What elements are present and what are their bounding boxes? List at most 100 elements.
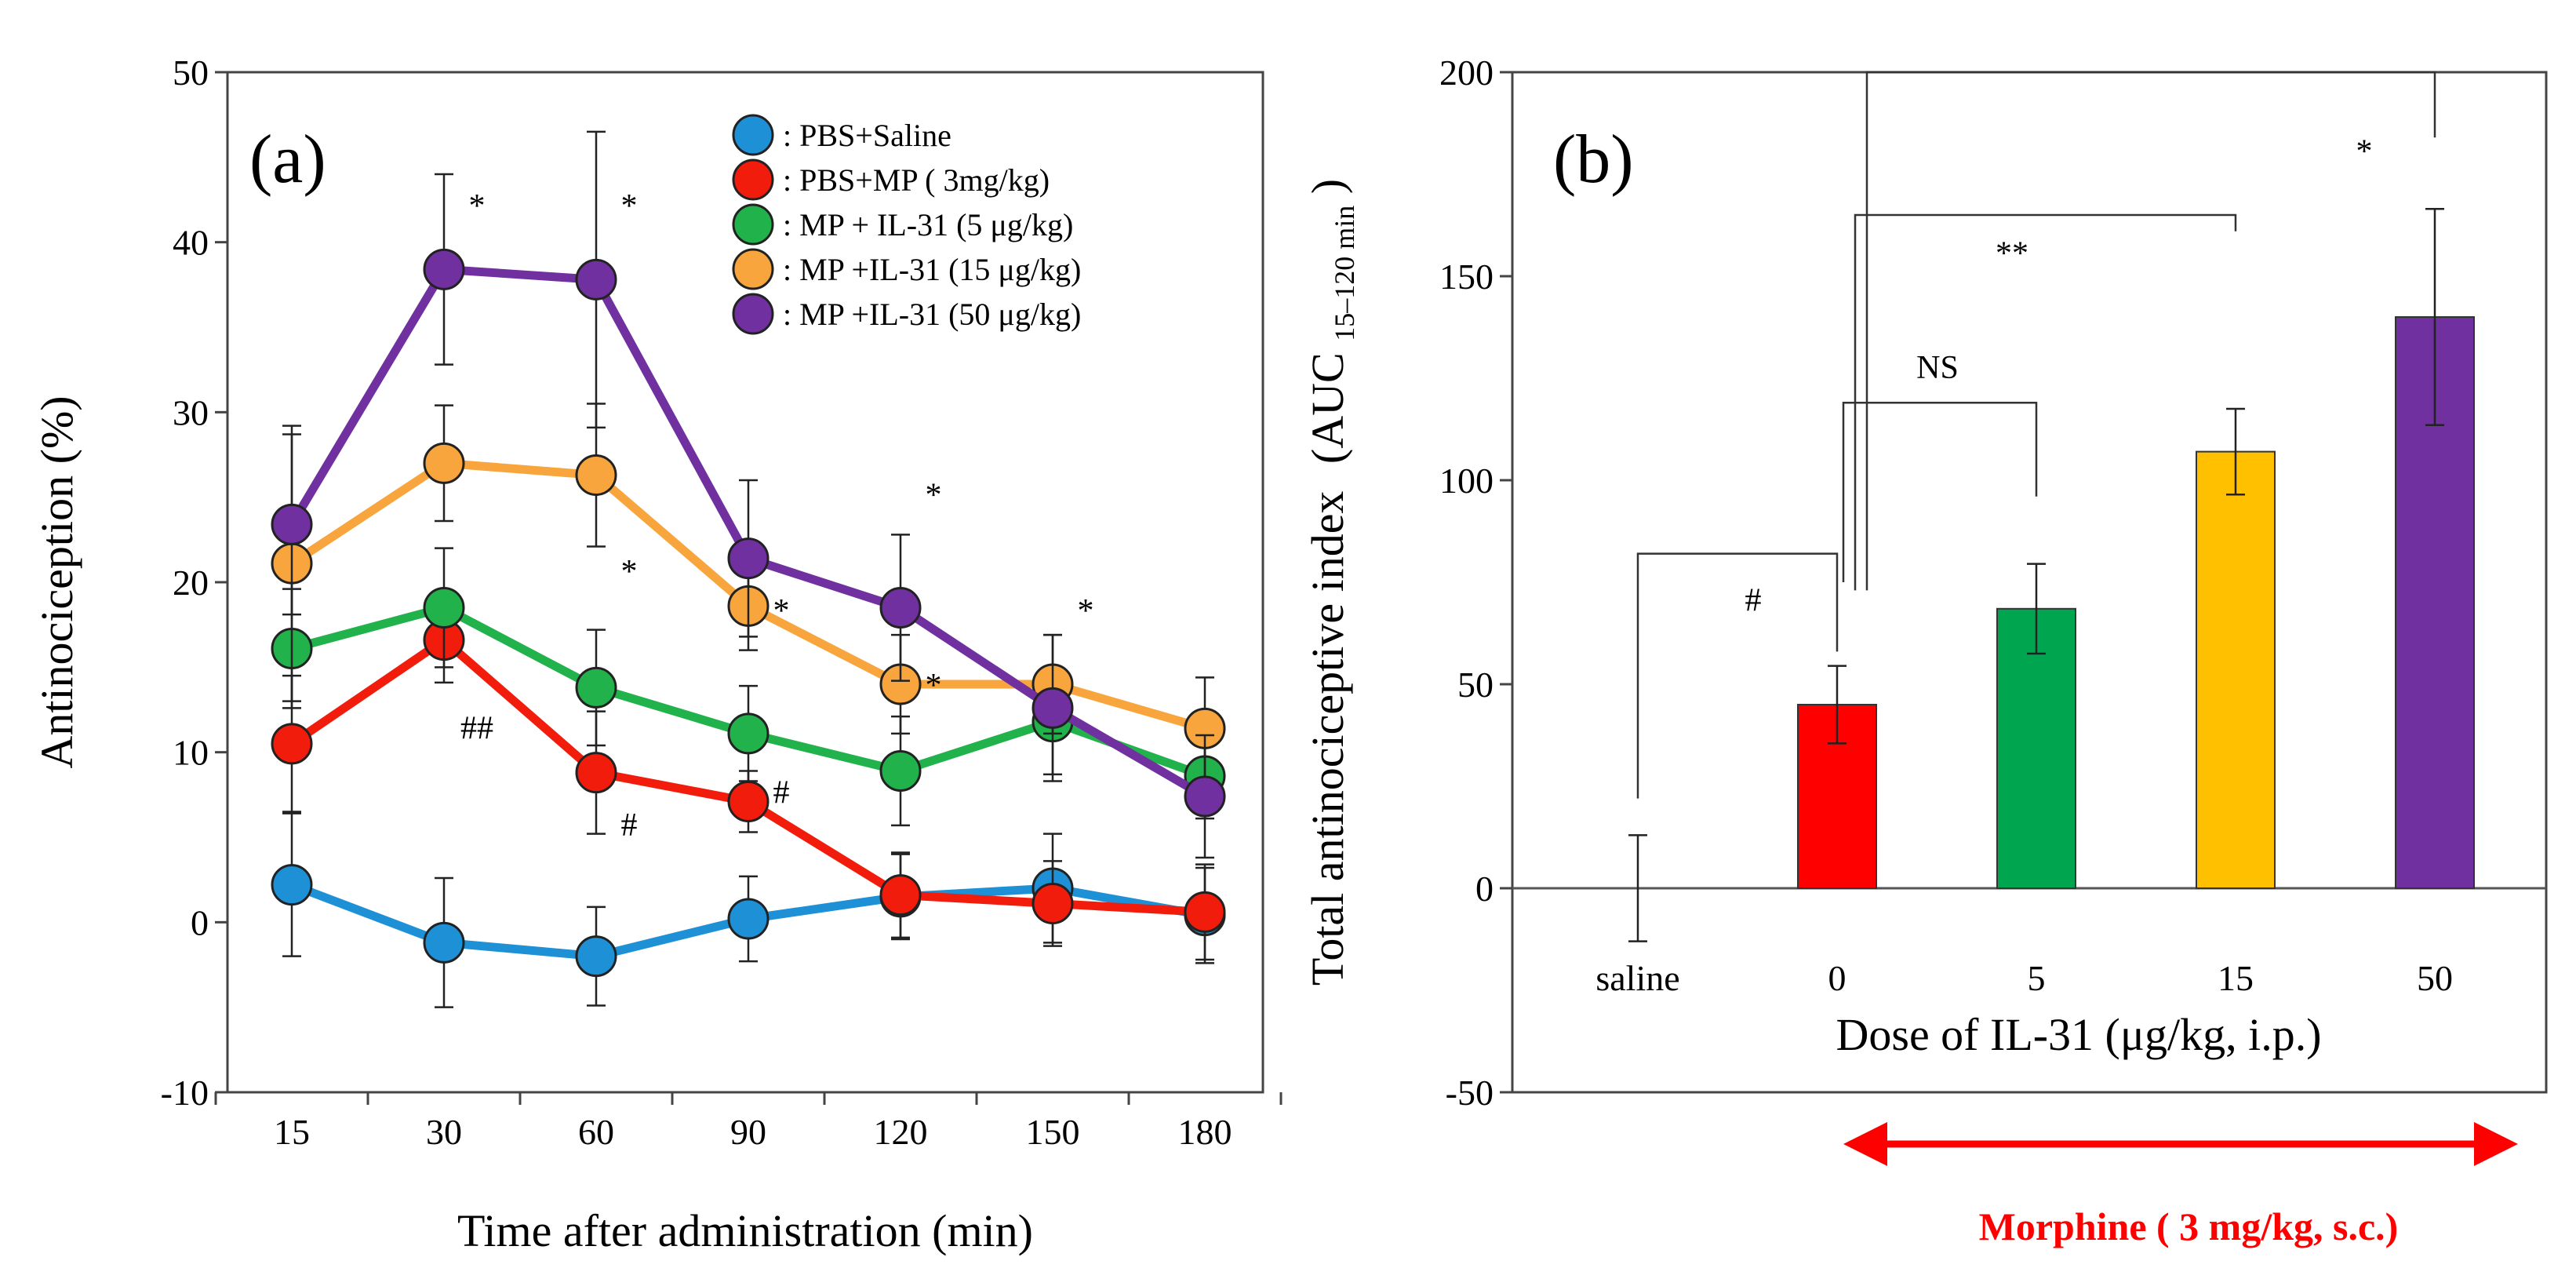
panel-a-significance-mark: * <box>926 668 942 704</box>
panel-a-x-tick-label: 180 <box>1178 1112 1232 1152</box>
panel-a-significance-mark: * <box>926 478 942 514</box>
panel-b-bars: saline 0 5 15 50 <box>1595 207 2475 998</box>
panel-a-series <box>271 130 1226 1008</box>
panel-a-legend-entry: : PBS+Saline <box>783 118 951 153</box>
panel-a-x-tick-label: 90 <box>730 1112 766 1152</box>
panel-a-legend-entry: : MP + IL-31 (5 μg/kg) <box>783 207 1073 242</box>
panel-a-data-point <box>727 712 770 755</box>
panel-b-label: (b) <box>1553 122 1634 198</box>
panel-b-y-tick-label: 0 <box>1475 869 1494 909</box>
panel-a-data-point <box>575 258 617 301</box>
panel-a-data-point <box>879 874 922 916</box>
panel-a-y-tick-label: 50 <box>173 53 209 93</box>
panel-b-x-tick-label: 15 <box>2218 958 2254 998</box>
panel-a-x-axis-title: Time after administration (min) <box>457 1205 1033 1256</box>
panel-b-significance-label: ** <box>1996 235 2028 271</box>
panel-b-significance-bracket <box>1854 213 2237 591</box>
panel-a-significance-mark: * <box>621 188 638 224</box>
panel-b-bar <box>1996 607 2076 889</box>
panel-a-x-axis: 15 30 60 90 120 150 180 <box>214 1092 1283 1152</box>
panel-b-significance-bracket <box>1842 401 2038 582</box>
panel-a-data-point <box>1184 775 1226 818</box>
panel-a-data-point <box>423 921 465 964</box>
panel-a-significance-mark: # <box>773 775 790 811</box>
panel-b-significance-label: * <box>2356 133 2373 169</box>
panel-a-data-point <box>575 454 617 496</box>
panel-a-data-point <box>423 248 465 290</box>
panel-a-y-tick-label: 40 <box>173 223 209 263</box>
panel-a-data-point <box>575 935 617 978</box>
panel-a-legend-marker <box>732 114 774 156</box>
panel-b-bar <box>2196 450 2276 889</box>
panel-a-series-4 <box>271 130 1226 859</box>
panel-a-x-tick-label: 150 <box>1026 1112 1080 1152</box>
panel-b-x-tick-label: saline <box>1595 958 1679 998</box>
panel-b-y-axis-title-close: ) <box>1302 179 1353 194</box>
panel-b-y-tick-label: 150 <box>1439 257 1494 297</box>
panel-a-legend-marker <box>732 159 774 201</box>
panel-a-significance-mark: # <box>621 807 638 844</box>
panel-a-y-tick-label: 20 <box>173 563 209 603</box>
panel-a-line-chart: -10 0 10 20 30 40 50 15 30 60 90 120 150 180 Antinoc… <box>31 53 1283 1256</box>
panel-b-y-tick-label: 100 <box>1439 461 1494 501</box>
panel-a-data-point <box>271 723 313 765</box>
panel-b-brackets: #NS*** <box>1636 71 2436 799</box>
panel-a-significance-mark: * <box>469 188 486 224</box>
panel-b-x-tick-label: 5 <box>2028 958 2046 998</box>
panel-a-y-tick-label: -10 <box>161 1073 209 1113</box>
panel-b-x-axis-title: Dose of IL-31 (μg/kg, i.p.) <box>1836 1009 2321 1060</box>
panel-a-data-point <box>1031 687 1074 729</box>
panel-b-y-axis-title: Total antinociceptive index (AUC 15–120 … <box>1302 179 1364 986</box>
panel-b-x-tick-label: 0 <box>1828 958 1846 998</box>
panel-b-x-tick-label: 50 <box>2417 958 2453 998</box>
panel-a-x-tick-label: 60 <box>578 1112 614 1152</box>
panel-b-y-tick-label: 200 <box>1439 53 1494 93</box>
panel-b-significance-label: NS <box>1916 350 1959 386</box>
panel-b-y-axis-title-auc: (AUC <box>1302 352 1353 464</box>
panel-b-y-tick-label: -50 <box>1446 1073 1494 1113</box>
panel-a-significance-mark: * <box>621 554 638 590</box>
panel-b-significance-bracket <box>1636 552 1839 799</box>
panel-a-significance-marks: * * ## * # * # * * * <box>460 188 1094 844</box>
panel-a-y-axis-title: Antinociception (%) <box>31 395 82 768</box>
panel-a-series-0 <box>271 812 1226 1008</box>
panel-a-significance-mark: * <box>1078 593 1094 629</box>
panel-a-data-point <box>271 503 313 545</box>
panel-a-significance-mark: * <box>773 593 790 629</box>
panel-a-data-point <box>727 537 770 580</box>
panel-a-data-point <box>575 666 617 709</box>
panel-a-data-point <box>879 750 922 792</box>
panel-a-y-tick-label: 10 <box>173 733 209 773</box>
panel-a-x-tick-label: 120 <box>874 1112 928 1152</box>
morphine-arrow-left-head <box>1843 1122 1887 1166</box>
morphine-arrow-right-head <box>2474 1122 2518 1166</box>
panel-a-data-point <box>423 587 465 629</box>
morphine-range-indicator: Morphine ( 3 mg/kg, s.c.) <box>1843 1122 2518 1248</box>
panel-a-y-tick-label: 0 <box>191 902 209 942</box>
panel-a-y-axis: -10 0 10 20 30 40 50 <box>161 53 227 1113</box>
panel-a-legend-entry: : PBS+MP ( 3mg/kg) <box>783 162 1050 198</box>
panel-a-data-point <box>575 752 617 794</box>
panel-b-y-axis-title-main: Total antinociceptive index <box>1302 491 1353 986</box>
panel-a-legend: : PBS+Saline : PBS+MP ( 3mg/kg) : MP + IL-… <box>732 114 1081 335</box>
panel-b-y-axis-title-subscript: 15–120 min <box>1329 206 1360 341</box>
panel-a-legend-entry: : MP +IL-31 (15 μg/kg) <box>783 252 1081 287</box>
panel-a-x-tick-label: 15 <box>274 1112 310 1152</box>
morphine-range-label: Morphine ( 3 mg/kg, s.c.) <box>1979 1204 2399 1248</box>
panel-a-data-point <box>879 587 922 629</box>
panel-a-legend-marker <box>732 293 774 335</box>
panel-a-data-point <box>1184 891 1226 933</box>
panel-b-y-tick-label: 50 <box>1457 665 1494 705</box>
panel-a-data-point <box>727 781 770 822</box>
panel-a-legend-marker <box>732 248 774 290</box>
panel-a-data-point <box>1031 883 1074 924</box>
panel-a-legend-marker <box>732 203 774 246</box>
panel-a-legend-entry: : MP +IL-31 (50 μg/kg) <box>783 297 1081 332</box>
panel-a-data-point <box>271 864 313 906</box>
panel-a-significance-mark: ## <box>460 710 493 746</box>
panel-a-data-point <box>727 898 770 940</box>
panel-a-y-tick-label: 30 <box>173 392 209 432</box>
